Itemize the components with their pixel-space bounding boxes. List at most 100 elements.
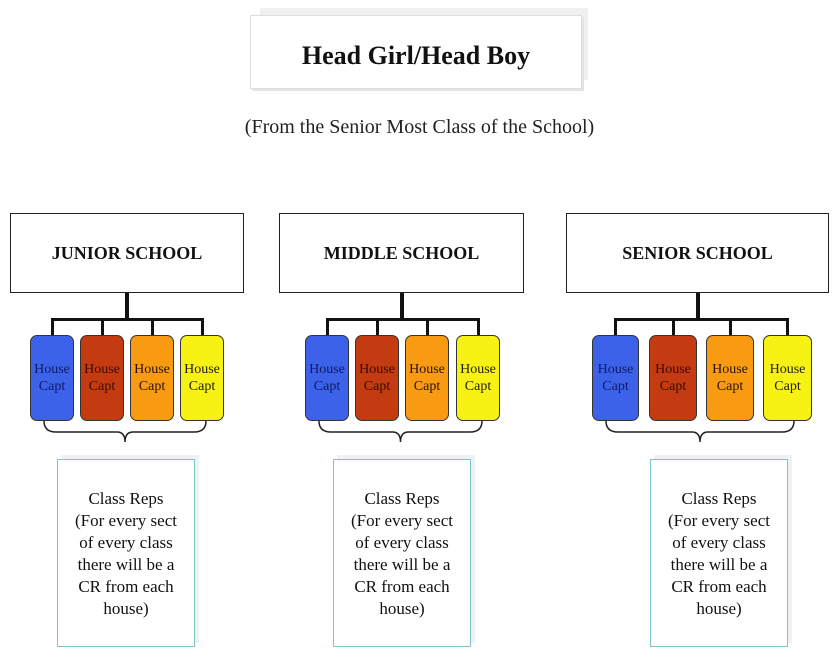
class-reps-line: (For every sect [75, 511, 177, 530]
connector-vertical [125, 293, 129, 320]
junior-class-reps-box: Class Reps (For every sect of every class t… [57, 459, 195, 647]
label-line2: Capt [138, 379, 166, 394]
label-line2: Capt [774, 379, 801, 394]
house-captain-label: House Capt [460, 361, 496, 395]
connector-drop [671, 318, 675, 335]
class-reps-line: of every class [355, 533, 449, 552]
class-reps-line: CR from each [78, 577, 174, 596]
label-line1: House [712, 362, 748, 377]
house-captain-box: House Capt [305, 335, 349, 421]
house-captain-label: House Capt [655, 361, 691, 395]
house-captain-box: House Capt [706, 335, 754, 421]
class-reps-line: (For every sect [668, 511, 770, 530]
house-captain-box: House Capt [30, 335, 74, 421]
class-reps-line: house) [696, 599, 742, 618]
house-captain-label: House Capt [184, 361, 220, 395]
school-name: MIDDLE SCHOOL [323, 242, 480, 263]
subtitle: (From the Senior Most Class of the Schoo… [244, 116, 595, 138]
label-line1: House [184, 362, 220, 377]
house-captain-label: House Capt [134, 361, 170, 395]
house-captain-box: House Capt [649, 335, 697, 421]
label-line2: Capt [602, 379, 629, 394]
connector-drop [100, 318, 104, 335]
class-reps-line: Class Reps [88, 489, 164, 508]
house-captain-box: House Capt [355, 335, 399, 421]
label-line1: House [655, 362, 691, 377]
connector-drop [786, 318, 789, 335]
connector-drop [375, 318, 379, 335]
connector-vertical [399, 293, 404, 320]
house-captain-box: House Capt [592, 335, 639, 421]
label-line2: Capt [413, 379, 441, 394]
house-captain-box: House Capt [763, 335, 812, 421]
connector-drop [476, 318, 480, 335]
label-line1: House [34, 362, 70, 377]
house-captain-label: House Capt [598, 361, 634, 395]
house-captain-label: House Capt [409, 361, 445, 395]
class-reps-line: (For every sect [351, 511, 453, 530]
label-line2: Capt [363, 379, 391, 394]
house-captain-box: House Capt [405, 335, 449, 421]
brace-path [43, 420, 207, 443]
label-line1: House [84, 362, 120, 377]
connector-drop [325, 318, 329, 335]
senior-class-reps-box: Class Reps (For every sect of every class t… [650, 459, 788, 647]
class-reps-line: house) [379, 599, 425, 618]
connector-horizontal [50, 318, 204, 321]
title: Head Girl/Head Boy [301, 41, 531, 70]
house-captain-label: House Capt [359, 361, 395, 395]
connector-drop [728, 318, 732, 335]
label-line2: Capt [188, 379, 216, 394]
label-line2: Capt [716, 379, 744, 394]
connector-drop [614, 318, 617, 335]
class-reps-line: Class Reps [681, 489, 757, 508]
school-name: SENIOR SCHOOL [622, 242, 773, 263]
label-line1: House [769, 362, 806, 377]
connector-horizontal [325, 318, 480, 321]
connector-vertical [695, 293, 700, 320]
brace-path [605, 420, 795, 443]
house-captain-label: House Capt [34, 361, 70, 395]
senior-school-box: SENIOR SCHOOL [566, 213, 829, 293]
house-captain-label: House Capt [309, 361, 345, 395]
label-line1: House [597, 362, 634, 377]
brace-path [318, 420, 483, 443]
class-reps-line: house) [103, 599, 149, 618]
title-box: Head Girl/Head Boy [250, 15, 582, 89]
house-captain-label: House Capt [770, 361, 806, 395]
label-line1: House [409, 362, 445, 377]
connector-drop [50, 318, 54, 335]
class-reps-line: of every class [672, 533, 766, 552]
connector-drop [425, 318, 429, 335]
label-line1: House [359, 362, 395, 377]
label-line2: Capt [88, 379, 116, 394]
label-line2: Capt [313, 379, 341, 394]
middle-school-box: MIDDLE SCHOOL [279, 213, 524, 293]
label-line1: House [460, 362, 496, 377]
class-reps-line: CR from each [671, 577, 767, 596]
house-captain-box: House Capt [180, 335, 224, 421]
class-reps-line: there will be a [77, 555, 175, 574]
house-captain-box: House Capt [456, 335, 500, 421]
house-captain-box: House Capt [130, 335, 174, 421]
label-line2: Capt [38, 379, 66, 394]
junior-school-box: JUNIOR SCHOOL [10, 213, 244, 293]
class-reps-line: there will be a [670, 555, 768, 574]
school-name: JUNIOR SCHOOL [51, 242, 203, 263]
house-captain-box: House Capt [80, 335, 124, 421]
class-reps-line: Class Reps [364, 489, 440, 508]
connector-horizontal [614, 318, 789, 321]
class-reps-line: of every class [79, 533, 173, 552]
label-line2: Capt [464, 379, 492, 394]
class-reps-line: there will be a [353, 555, 451, 574]
middle-class-reps-box: Class Reps (For every sect of every class t… [333, 459, 471, 647]
label-line1: House [309, 362, 345, 377]
connector-drop [150, 318, 154, 335]
house-captain-label: House Capt [84, 361, 120, 395]
label-line1: House [134, 362, 170, 377]
class-reps-line: CR from each [354, 577, 450, 596]
label-line2: Capt [659, 379, 687, 394]
house-captain-label: House Capt [712, 361, 748, 395]
